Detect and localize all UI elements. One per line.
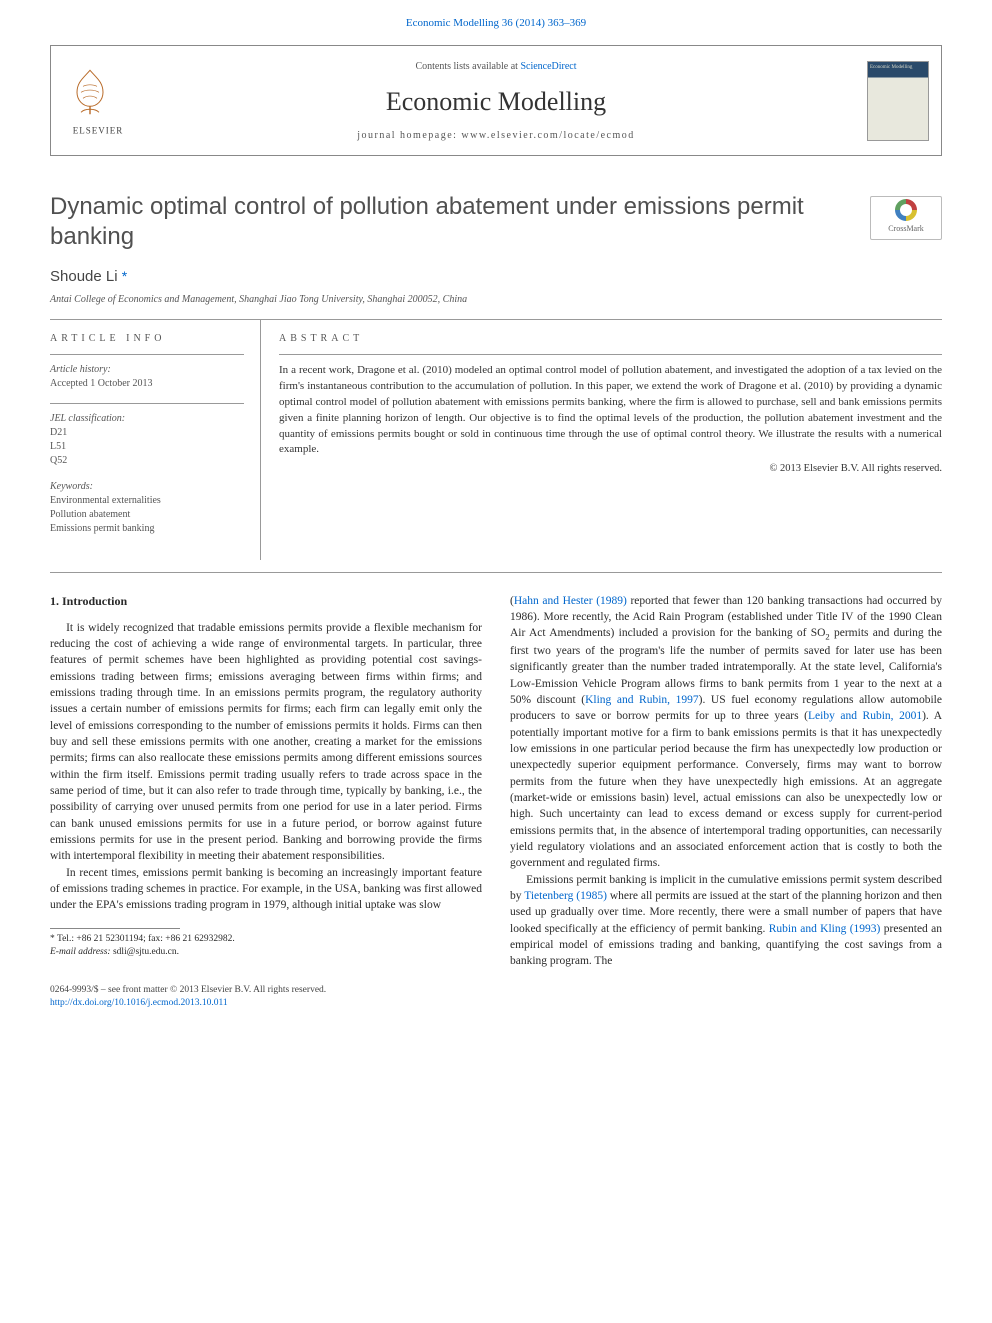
article-title: Dynamic optimal control of pollution aba… — [50, 192, 810, 252]
abstract-text: In a recent work, Dragone et al. (2010) … — [279, 363, 942, 459]
reference-link[interactable]: Rubin and Kling (1993) — [769, 923, 881, 935]
email-suffix: . — [177, 947, 179, 957]
footer-copyright: 0264-9993/$ – see front matter © 2013 El… — [50, 984, 942, 997]
footnote-separator — [50, 928, 180, 929]
article-info-heading: ARTICLE INFO — [50, 332, 244, 346]
abstract-heading: ABSTRACT — [279, 332, 942, 346]
crossmark-label: CrossMark — [871, 223, 941, 234]
keywords-label: Keywords: — [50, 480, 244, 494]
body-paragraph: It is widely recognized that tradable em… — [50, 620, 482, 865]
jel-code: Q52 — [50, 454, 244, 468]
journal-cover-thumbnail[interactable]: Economic Modelling — [867, 61, 929, 141]
history-label: Article history: — [50, 363, 244, 377]
author-line: Shoude Li * — [50, 266, 942, 287]
keywords-block: Keywords: Environmental externalities Po… — [50, 480, 244, 536]
article-header: Dynamic optimal control of pollution aba… — [50, 192, 942, 252]
affiliation: Antai College of Economics and Managemen… — [50, 293, 942, 307]
article-info-column: ARTICLE INFO Article history: Accepted 1… — [50, 320, 260, 560]
body-columns: 1. Introduction It is widely recognized … — [50, 593, 942, 970]
doi-link[interactable]: http://dx.doi.org/10.1016/j.ecmod.2013.1… — [50, 998, 228, 1008]
cover-title-text: Economic Modelling — [868, 62, 928, 73]
keyword: Pollution abatement — [50, 508, 244, 522]
reference-link[interactable]: Kling and Rubin, 1997 — [585, 694, 699, 706]
reference-link[interactable]: Tietenberg (1985) — [524, 890, 607, 902]
body-paragraph: In recent times, emissions permit bankin… — [50, 865, 482, 914]
email-footnote: E-mail address: sdli@sjtu.edu.cn. — [50, 946, 482, 959]
body-column-right: (Hahn and Hester (1989) reported that fe… — [510, 593, 942, 970]
reference-link[interactable]: Leiby and Rubin, 2001 — [808, 710, 922, 722]
corresponding-footnote: * Tel.: +86 21 52301194; fax: +86 21 629… — [50, 933, 482, 946]
page-footer: 0264-9993/$ – see front matter © 2013 El… — [50, 984, 942, 1011]
history-value: Accepted 1 October 2013 — [50, 377, 244, 391]
jel-block: JEL classification: D21 L51 Q52 — [50, 412, 244, 468]
contents-line: Contents lists available at ScienceDirec… — [71, 60, 921, 74]
sciencedirect-link[interactable]: ScienceDirect — [520, 61, 576, 72]
corresponding-author-marker[interactable]: * — [122, 268, 127, 284]
footnotes: * Tel.: +86 21 52301194; fax: +86 21 629… — [50, 933, 482, 960]
journal-title: Economic Modelling — [71, 84, 921, 120]
elsevier-tree-icon — [63, 64, 117, 118]
info-rule — [50, 354, 244, 355]
crossmark-badge[interactable]: CrossMark — [870, 196, 942, 240]
rule-bottom — [50, 572, 942, 573]
text-run: ). A potentially important motive for a … — [510, 710, 942, 869]
elsevier-logo[interactable]: ELSEVIER — [63, 64, 133, 137]
author-email-link[interactable]: sdli@sjtu.edu.cn — [113, 947, 177, 957]
body-column-left: 1. Introduction It is widely recognized … — [50, 593, 482, 970]
jel-code: L51 — [50, 440, 244, 454]
reference-link[interactable]: Hahn and Hester (1989) — [514, 595, 627, 607]
journal-homepage[interactable]: journal homepage: www.elsevier.com/locat… — [71, 129, 921, 143]
article-history-block: Article history: Accepted 1 October 2013 — [50, 363, 244, 391]
info-abstract-row: ARTICLE INFO Article history: Accepted 1… — [50, 320, 942, 560]
journal-banner: ELSEVIER Contents lists available at Sci… — [50, 45, 942, 155]
jel-label: JEL classification: — [50, 412, 244, 426]
abstract-column: ABSTRACT In a recent work, Dragone et al… — [260, 320, 942, 560]
page-header: Economic Modelling 36 (2014) 363–369 — [0, 0, 992, 37]
keyword: Environmental externalities — [50, 494, 244, 508]
journal-reference[interactable]: Economic Modelling 36 (2014) 363–369 — [406, 17, 586, 29]
jel-code: D21 — [50, 426, 244, 440]
info-rule-2 — [50, 403, 244, 404]
abs-rule — [279, 354, 942, 355]
crossmark-icon — [895, 199, 917, 221]
contents-prefix: Contents lists available at — [415, 61, 520, 72]
author-name[interactable]: Shoude Li — [50, 268, 122, 285]
abstract-copyright: © 2013 Elsevier B.V. All rights reserved… — [279, 462, 942, 477]
section-heading: 1. Introduction — [50, 593, 482, 610]
email-label: E-mail address: — [50, 947, 113, 957]
body-paragraph: (Hahn and Hester (1989) reported that fe… — [510, 593, 942, 872]
banner-center: Contents lists available at ScienceDirec… — [71, 60, 921, 142]
publisher-name: ELSEVIER — [63, 125, 133, 138]
body-paragraph: Emissions permit banking is implicit in … — [510, 872, 942, 970]
keyword: Emissions permit banking — [50, 522, 244, 536]
